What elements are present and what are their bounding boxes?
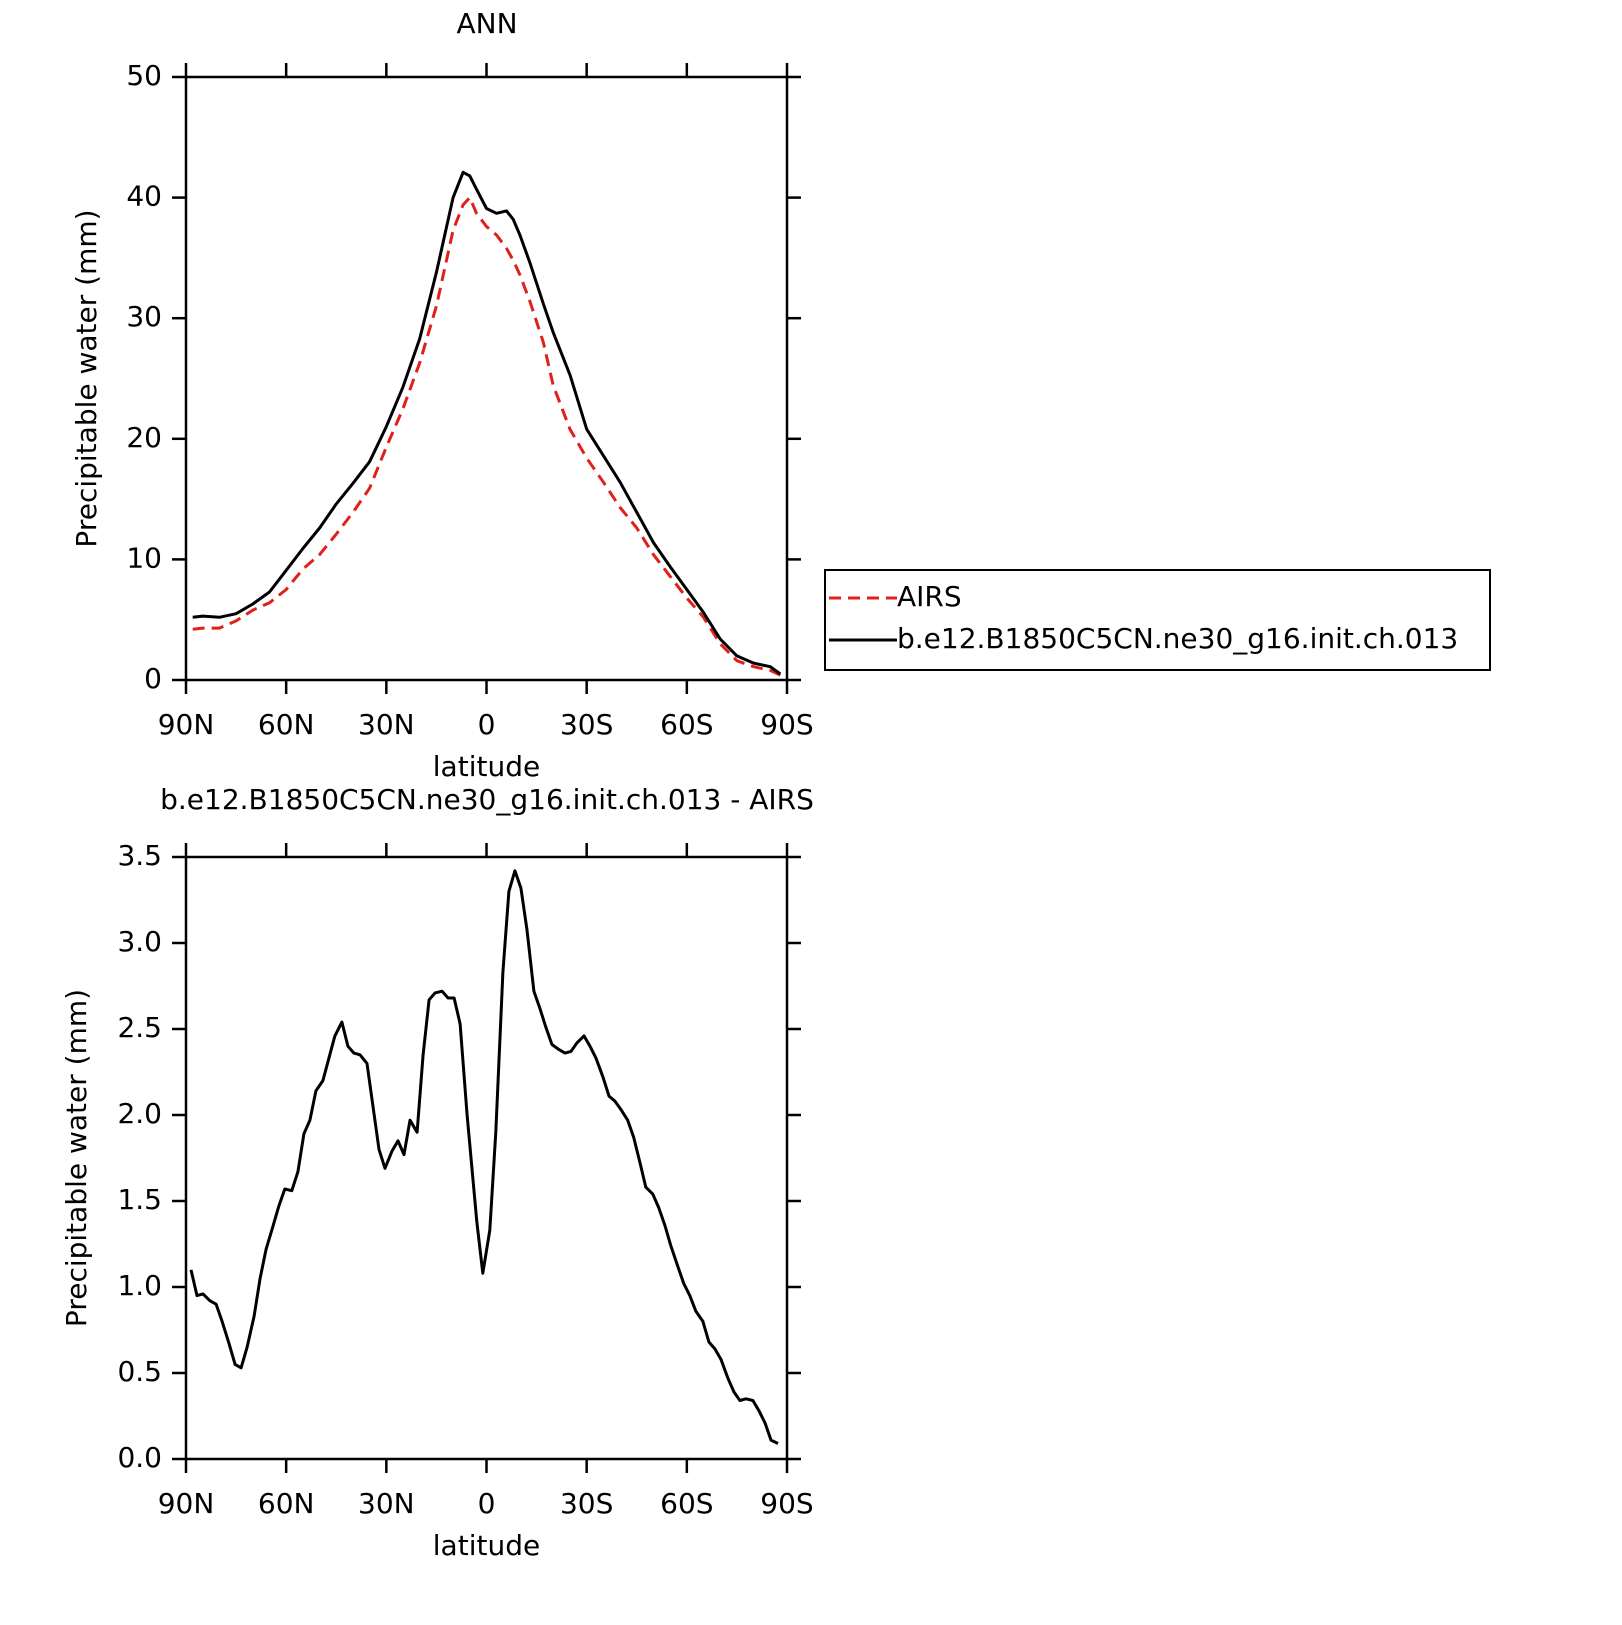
x-tick-label: 90S: [760, 708, 813, 741]
x-tick-label: 60S: [660, 708, 713, 741]
x-tick-label: 30N: [358, 1487, 415, 1520]
y-tick-label: 40: [126, 180, 162, 213]
y-tick-label: 20: [126, 421, 162, 454]
legend-box: [824, 569, 1491, 671]
x-tick-label: 30S: [560, 708, 613, 741]
chart-title: ANN: [456, 7, 517, 40]
y-tick-label: 2.0: [117, 1097, 162, 1130]
x-tick-label: 60S: [660, 1487, 713, 1520]
y-axis-label: Precipitable water (mm): [60, 989, 93, 1327]
y-axis-label: Precipitable water (mm): [70, 209, 103, 547]
plot-frame: [184, 855, 789, 1461]
y-tick-label: 30: [126, 300, 162, 333]
y-tick-label: 3.5: [117, 839, 162, 872]
x-tick-label: 60N: [258, 708, 315, 741]
x-axis-label: latitude: [433, 1529, 540, 1562]
chart-title: b.e12.B1850C5CN.ne30_g16.init.ch.013 - A…: [160, 783, 814, 816]
y-tick-label: 2.5: [117, 1011, 162, 1044]
x-tick-label: 90S: [760, 1487, 813, 1520]
x-tick-label: 90N: [158, 1487, 215, 1520]
data-line: [189, 869, 779, 1445]
y-tick-label: 1.0: [117, 1269, 162, 1302]
x-tick-label: 0: [478, 708, 496, 741]
y-tick-label: 3.0: [117, 925, 162, 958]
y-tick-label: 10: [126, 541, 162, 574]
legend-label: b.e12.B1850C5CN.ne30_g16.init.ch.013: [897, 622, 1458, 655]
x-tick-label: 30S: [560, 1487, 613, 1520]
y-tick-label: 0.5: [117, 1355, 162, 1388]
y-tick-label: 0.0: [117, 1441, 162, 1474]
y-tick-label: 50: [126, 59, 162, 92]
x-tick-label: 0: [478, 1487, 496, 1520]
data-line: [192, 170, 782, 676]
plot-frame: [184, 75, 789, 682]
legend-label: AIRS: [897, 580, 962, 613]
x-tick-label: 30N: [358, 708, 415, 741]
x-tick-label: 60N: [258, 1487, 315, 1520]
x-axis-label: latitude: [433, 750, 540, 783]
y-tick-label: 1.5: [117, 1183, 162, 1216]
x-tick-label: 90N: [158, 708, 215, 741]
data-line: [192, 196, 781, 677]
y-tick-label: 0: [144, 662, 162, 695]
